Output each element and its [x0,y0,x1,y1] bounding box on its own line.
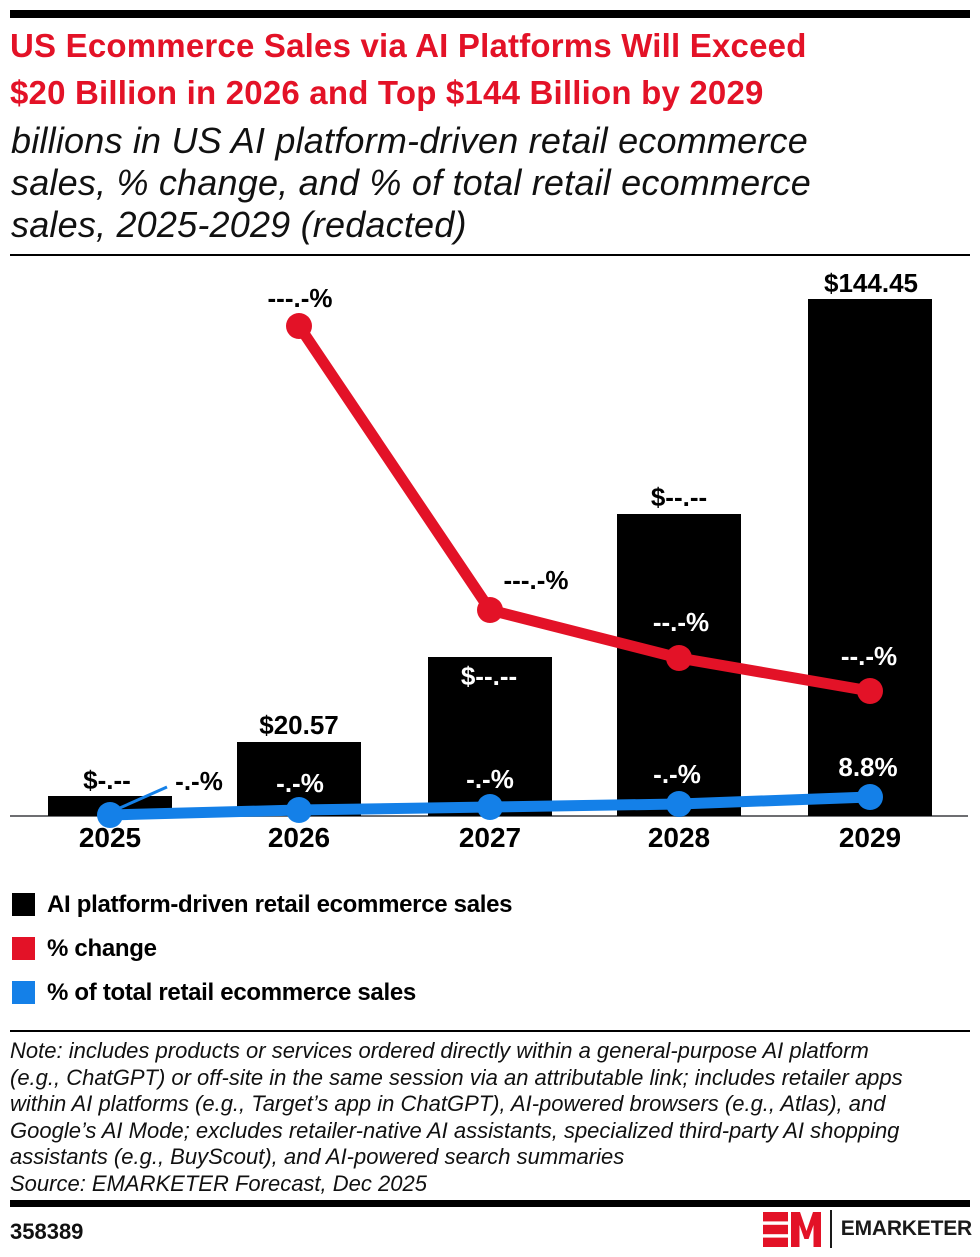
legend-swatch-red [12,937,35,960]
logo-divider [829,1210,832,1248]
top-accent-bar [10,10,970,18]
bar-label-2029: $144.45 [824,268,918,298]
footer-accent-bar [10,1200,970,1207]
page-title-line-2: $20 Billion in 2026 and Top $144 Billion… [10,74,764,111]
x-tick-2026: 2026 [268,822,330,853]
subtitle-line-2: sales, % change, and % of total retail e… [11,162,812,203]
red-line-series-label-2028: --.-% [653,607,709,637]
x-tick-2025: 2025 [79,822,141,853]
blue-line-series-label-2025: -.-% [175,766,223,796]
footnote: Note: includes products or services orde… [10,1038,975,1197]
legend-label: % change [47,934,157,962]
subtitle-line-1: billions in US AI platform-driven retail… [11,120,808,161]
note-divider-rule [10,1030,970,1032]
x-tick-2028: 2028 [648,822,710,853]
red-line-series-point-2028 [666,645,692,671]
note-line: Note: includes products or services orde… [10,1038,869,1063]
legend-swatch-black [12,893,35,916]
blue-line-series-point-2029 [857,784,883,810]
legend-item-bar-series: AI platform-driven retail ecommerce sale… [12,890,952,918]
red-line-series-label-2029: --.-% [841,641,897,671]
subtitle-line-3: sales, 2025-2029 (redacted) [11,204,467,245]
red-line-series [293,320,876,697]
legend-swatch-blue [12,981,35,1004]
bar-label-2026: $20.57 [259,710,339,740]
note-line: within AI platforms (e.g., Target’s app … [10,1091,886,1116]
bar-2029 [808,299,932,816]
blue-line-series-point-2027 [477,794,503,820]
emarketer-wordmark: EMARKETER [840,1217,972,1240]
blue-line-series-label-2029: 8.8% [838,752,897,782]
red-line-series-point-2027 [477,597,503,623]
legend-item-pct-of-total: % of total retail ecommerce sales [12,978,952,1006]
page-subtitle: billions in US AI platform-driven retail… [11,120,971,246]
red-line-series-point-2029 [857,678,883,704]
bar-label-2028: $--.-- [651,482,707,512]
blue-line-series-label-2028: -.-% [653,759,701,789]
note-line: (e.g., ChatGPT) or off-site in the same … [10,1064,903,1090]
blue-line-series-label-2026: -.-% [276,768,324,798]
blue-line-series-point-2025 [97,802,123,828]
source-line: Source: EMARKETER Forecast, Dec 2025 [10,1170,427,1196]
chart-id: 358389 [10,1219,84,1244]
red-line-series-label-2026: ---.-% [268,283,333,313]
legend-label: AI platform-driven retail ecommerce sale… [47,890,513,918]
legend-label: % of total retail ecommerce sales [47,978,416,1006]
emarketer-logo: EMARKETER [762,1208,972,1250]
x-tick-2027: 2027 [459,822,521,853]
red-line-series-point-2026 [286,313,312,339]
note-line: assistants (e.g., BuyScout), and AI-powe… [10,1144,625,1169]
emarketer-logo-mark-icon [762,1211,821,1247]
red-line-series-label-2027: ---.-% [504,565,569,595]
legend-item-pct-change: % change [12,934,952,962]
bar-label-2027: $--.-- [461,661,517,691]
bar-label-2025: $-.-- [83,765,131,795]
page-title-line-1: US Ecommerce Sales via AI Platforms Will… [10,27,807,64]
bar-2027 [428,657,552,816]
header-divider-rule [10,254,970,256]
x-tick-2029: 2029 [839,822,901,853]
blue-line-series-label-2027: -.-% [466,764,514,794]
blue-line-series-point-2028 [666,791,692,817]
page-title: US Ecommerce Sales via AI Platforms Will… [10,22,970,116]
blue-line-series-callout [112,785,168,813]
note-line: Google’s AI Mode; excludes retailer-nati… [10,1117,900,1143]
blue-line-series-point-2026 [286,797,312,823]
legend: AI platform-driven retail ecommerce sale… [12,890,952,1025]
